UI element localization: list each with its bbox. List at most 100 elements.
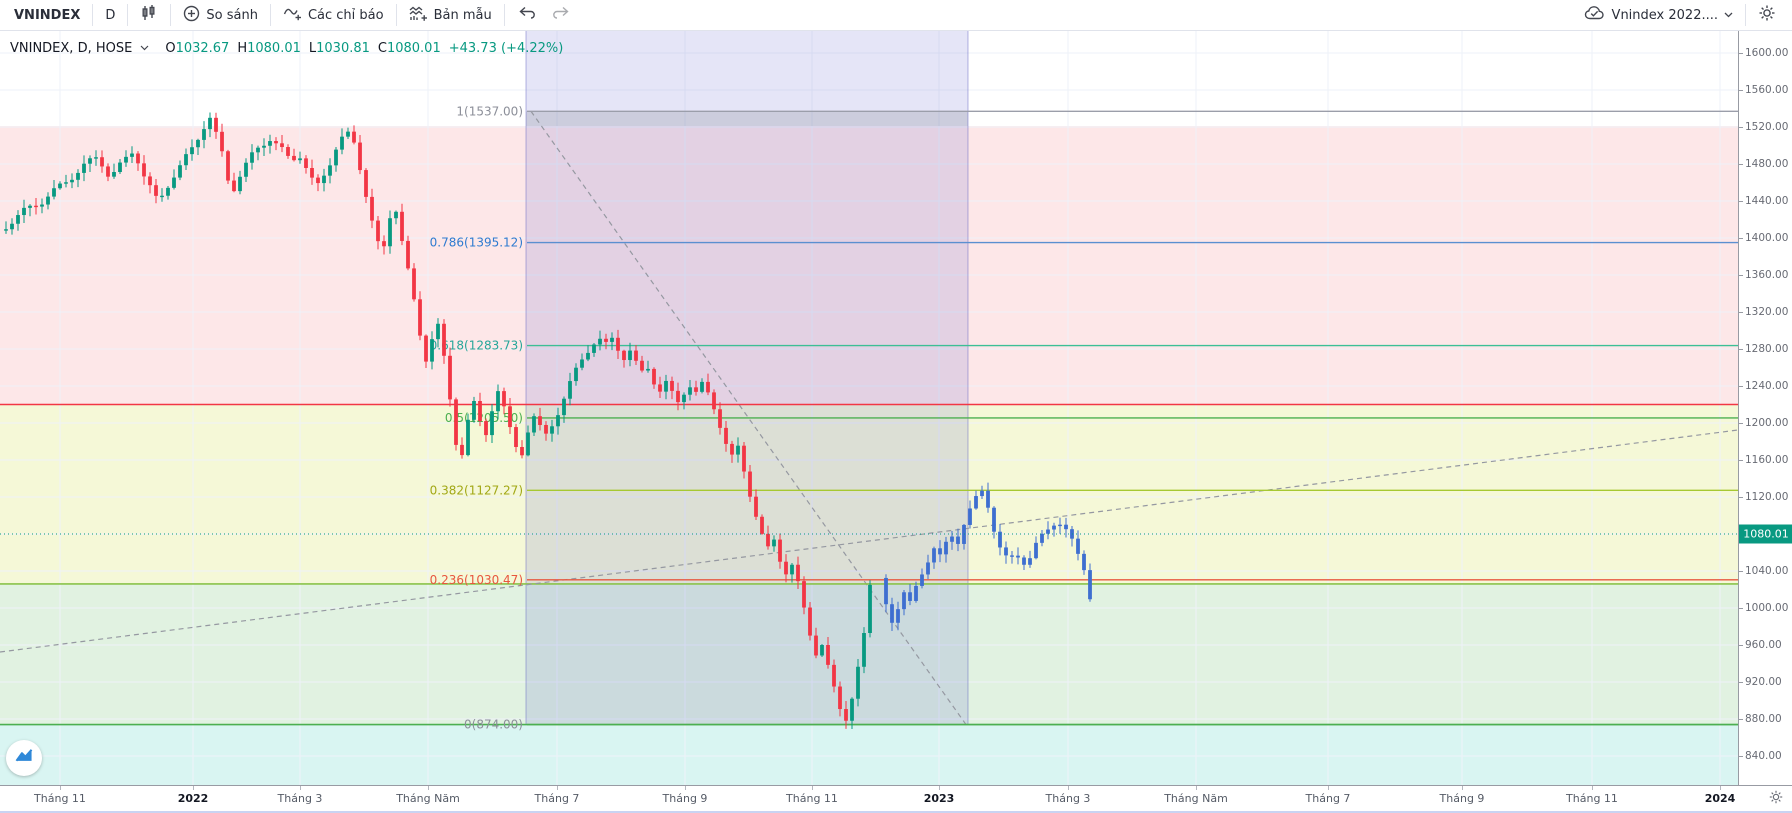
time-tick-label: 2024 (1704, 792, 1736, 805)
toolbar-separator (127, 4, 129, 26)
redo-button[interactable] (549, 0, 583, 30)
price-tick-label: 1520.00 (1738, 121, 1789, 133)
price-tick-label: 1480.00 (1738, 158, 1789, 170)
time-tick-label: Tháng 3 (1045, 792, 1091, 805)
toolbar-separator (92, 4, 94, 26)
redo-icon (551, 5, 571, 25)
templates-label: Bản mẫu (433, 7, 492, 23)
symbol-button[interactable]: VNINDEX (14, 7, 81, 23)
top-toolbar: VNINDEX D So sánh (0, 0, 1792, 31)
fib-level-label: 0.5(1205.50) (445, 411, 523, 425)
time-axis-settings-icon[interactable] (1768, 789, 1784, 809)
toolbar-right-group: Vnindex 2022.... (1572, 0, 1792, 30)
price-tick-label: 1600.00 (1738, 47, 1789, 59)
layout-menu-button[interactable]: Vnindex 2022.... (1572, 0, 1745, 30)
price-axis[interactable]: 1080.01 1600.00 1560.00 1520.00 1480.00 1440… (1738, 30, 1792, 785)
price-tick-label: 1440.00 (1738, 195, 1789, 207)
undo-icon (517, 5, 537, 25)
legend-ohlc-value: 1080.01 (386, 41, 441, 56)
toolbar-separator (1745, 4, 1746, 26)
candlestick-style-icon (140, 4, 158, 26)
time-tick-mark (685, 786, 686, 790)
fib-level-label: 0.618(1283.73) (430, 339, 523, 353)
cloud-saved-icon (1584, 5, 1606, 25)
indicators-icon (283, 5, 302, 26)
compare-button[interactable]: So sánh (171, 0, 270, 30)
legend-ohlc-key: H (237, 41, 248, 56)
time-tick-mark (1328, 786, 1329, 790)
last-price-badge: 1080.01 (1739, 524, 1792, 544)
time-tick-mark (1068, 786, 1069, 790)
price-tick-label: 1000.00 (1738, 602, 1789, 614)
time-tick-mark (428, 786, 429, 790)
price-tick-label: 1280.00 (1738, 343, 1789, 355)
time-tick-mark (300, 786, 301, 790)
chart-type-button[interactable] (128, 0, 170, 30)
price-tick-label: 1320.00 (1738, 306, 1789, 318)
time-tick-label: Tháng Năm (1164, 792, 1228, 805)
gear-icon (1758, 4, 1776, 26)
fib-level-label: 0.382(1127.27) (430, 483, 523, 497)
price-tick-label: 880.00 (1739, 713, 1782, 725)
time-tick-mark (939, 786, 940, 790)
candlestick-series[interactable] (884, 482, 1092, 632)
legend-ohlc-values: O1032.67 H1080.01 L1030.81 C1080.01 (157, 41, 440, 56)
time-tick-label: 2022 (177, 792, 209, 805)
price-tick-label: 840.00 (1739, 750, 1782, 762)
price-tick-label: 1240.00 (1738, 380, 1789, 392)
time-tick-label: 2023 (923, 792, 955, 805)
chevron-down-icon[interactable] (140, 41, 149, 56)
toolbar-separator (269, 4, 271, 26)
price-tick-label: 1400.00 (1738, 232, 1789, 244)
undo-button[interactable] (505, 0, 549, 30)
chevron-down-icon (1724, 8, 1733, 23)
fib-level-label: 0(874.00) (464, 718, 523, 732)
time-tick-label: Tháng 3 (277, 792, 323, 805)
time-tick-label: Tháng 9 (1439, 792, 1485, 805)
interval-button[interactable]: D (105, 7, 116, 23)
time-tick-label: Tháng 7 (534, 792, 580, 805)
candlestick-series[interactable] (4, 112, 872, 730)
price-tick-label: 920.00 (1739, 676, 1782, 688)
price-tick-label: 1160.00 (1738, 454, 1789, 466)
time-tick-mark (1592, 786, 1593, 790)
legend-ohlc-key: L (308, 41, 317, 56)
toolbar-separator (395, 4, 397, 26)
price-tick-label: 1040.00 (1738, 565, 1789, 577)
chart-properties-button[interactable] (1746, 0, 1792, 30)
fib-level-label: 1(1537.00) (456, 104, 523, 118)
bottom-accent-strip (0, 811, 1792, 813)
compare-label: So sánh (206, 7, 258, 23)
tradingview-logo-button[interactable] (6, 740, 42, 776)
chart-area[interactable]: 1(1537.00) 0.786(1395.12) 0.618(1283.73) 0.… (0, 30, 1738, 786)
time-tick-label: Tháng Năm (396, 792, 460, 805)
price-tick-label: 1120.00 (1738, 491, 1789, 503)
time-axis[interactable]: Tháng 11 2022 Tháng 3 Tháng Năm Tháng 7 Tháng… (0, 785, 1792, 812)
time-tick-mark (1196, 786, 1197, 790)
time-tick-label: Tháng 11 (34, 792, 86, 805)
time-tick-mark (193, 786, 194, 790)
fib-level-label: 0.236(1030.47) (430, 573, 523, 587)
legend-ohlc-value: 1032.67 (175, 41, 230, 56)
price-tick-label: 1560.00 (1738, 84, 1789, 96)
indicators-button[interactable]: Các chỉ báo (271, 0, 396, 30)
plus-circle-icon (183, 5, 200, 26)
toolbar-separator (170, 4, 172, 26)
price-tick-label: 1360.00 (1738, 269, 1789, 281)
time-tick-mark (1720, 786, 1721, 790)
legend-symbol[interactable]: VNINDEX, D, HOSE (10, 41, 133, 56)
chart-canvas[interactable]: 1(1537.00) 0.786(1395.12) 0.618(1283.73) 0.… (0, 30, 1738, 813)
time-tick-mark (60, 786, 61, 790)
time-tick-label: Tháng 11 (786, 792, 838, 805)
time-tick-mark (557, 786, 558, 790)
price-tick-label: 960.00 (1739, 639, 1782, 651)
templates-button[interactable]: Bản mẫu (397, 0, 504, 30)
legend-ohlc-key: O (165, 41, 176, 56)
time-tick-label: Tháng 11 (1566, 792, 1618, 805)
time-tick-mark (1462, 786, 1463, 790)
legend-ohlc-key: C (377, 41, 387, 56)
time-tick-mark (812, 786, 813, 790)
legend-change: +43.73 (+4.22%) (448, 41, 564, 56)
legend-ohlc-value: 1030.81 (316, 41, 370, 56)
